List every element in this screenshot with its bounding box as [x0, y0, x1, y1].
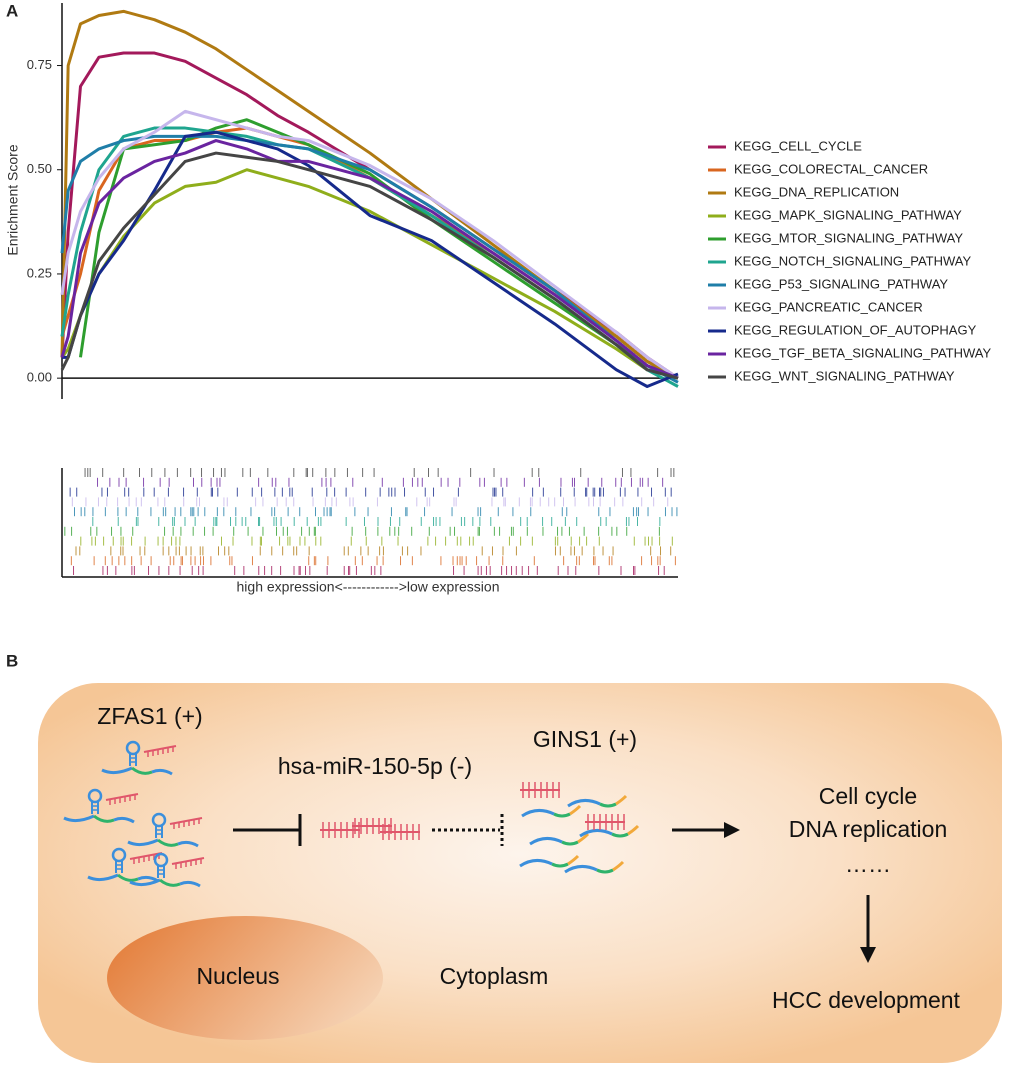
final-label: HCC development [772, 987, 961, 1013]
gins1-label: GINS1 (+) [533, 726, 637, 752]
legend-label: KEGG_TGF_BETA_SIGNALING_PATHWAY [734, 345, 991, 360]
series-line [60, 151, 679, 380]
x-axis-label: high expression<------------>low express… [237, 579, 500, 595]
legend-label: KEGG_MTOR_SIGNALING_PATHWAY [734, 230, 963, 245]
legend-label: KEGG_P53_SIGNALING_PATHWAY [734, 276, 948, 291]
panel-label: B [6, 651, 18, 670]
legend-label: KEGG_DNA_REPLICATION [734, 184, 899, 199]
legend-label: KEGG_MAPK_SIGNALING_PATHWAY [734, 207, 962, 222]
y-tick-label: 0.75 [27, 57, 52, 72]
nucleus [107, 916, 383, 1040]
cytoplasm-label: Cytoplasm [440, 963, 549, 989]
legend-label: KEGG_WNT_SIGNALING_PATHWAY [734, 368, 955, 383]
legend-label: KEGG_COLORECTAL_CANCER [734, 161, 928, 176]
y-tick-label: 0.25 [27, 265, 52, 280]
y-tick-label: 0.00 [27, 370, 52, 385]
mirna-label: hsa-miR-150-5p (-) [278, 753, 472, 779]
arrow-head [860, 947, 876, 963]
outcome-label: Cell cycle [819, 783, 917, 809]
ellipsis: …… [845, 851, 891, 877]
y-tick-label: 0.50 [27, 161, 52, 176]
series-line [62, 130, 679, 388]
legend-label: KEGG_CELL_CYCLE [734, 138, 862, 153]
zfas1-label: ZFAS1 (+) [97, 703, 202, 729]
y-axis-label: Enrichment Score [5, 144, 21, 255]
legend-label: KEGG_NOTCH_SIGNALING_PATHWAY [734, 253, 972, 268]
series-line [60, 109, 679, 380]
series-line [60, 139, 679, 380]
panel-label: A [6, 1, 18, 20]
outcome-label: DNA replication [789, 816, 948, 842]
arrow-head [724, 822, 740, 838]
nucleus-label: Nucleus [196, 963, 279, 989]
legend-label: KEGG_REGULATION_OF_AUTOPHAGY [734, 322, 977, 337]
legend-label: KEGG_PANCREATIC_CANCER [734, 299, 923, 314]
series-line [60, 134, 679, 384]
